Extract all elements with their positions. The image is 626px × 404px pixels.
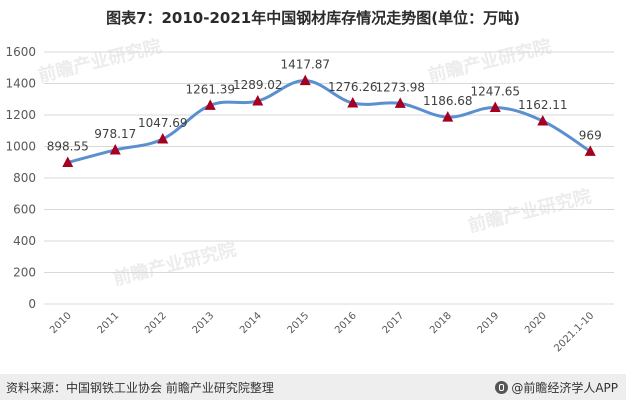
x-tick-label: 2018	[428, 310, 454, 336]
data-label: 898.55	[47, 139, 89, 153]
brand-logo-icon	[495, 381, 509, 394]
data-marker	[109, 143, 121, 155]
x-tick-label: 2011	[96, 310, 122, 336]
brand-text: @前瞻经济学人APP	[511, 381, 618, 395]
y-axis: 0 200 400 600 800 1000 1200 1400 1600	[5, 45, 36, 311]
y-tick-label: 800	[13, 171, 36, 185]
watermark: 前瞻产业研究院	[36, 35, 164, 87]
watermarks: 前瞻产业研究院 前瞻产业研究院 前瞻产业研究院 前瞻产业研究院	[36, 35, 594, 290]
x-tick-label: 2019	[476, 310, 502, 336]
y-tick-label: 1400	[5, 77, 36, 91]
x-tick-label: 2021.1-10	[552, 310, 596, 354]
watermark: 前瞻产业研究院	[111, 238, 239, 290]
data-label: 978.17	[94, 127, 136, 141]
x-tick-label: 2015	[286, 310, 312, 336]
x-tick-label: 2016	[333, 310, 359, 336]
data-marker	[252, 94, 264, 106]
x-tick-label: 2010	[48, 310, 74, 336]
watermark: 前瞻产业研究院	[426, 35, 554, 87]
data-label: 1162.11	[518, 98, 568, 112]
x-tick-label: 2020	[523, 310, 549, 336]
y-tick-label: 1200	[5, 108, 36, 122]
data-marker	[299, 74, 311, 86]
data-marker	[157, 132, 169, 144]
data-label: 969	[579, 128, 602, 142]
x-axis: 2010 2011 2012 2013 2014 2015 2016 2017 2018 2019…	[48, 310, 596, 354]
data-marker	[537, 114, 549, 126]
data-label: 1417.87	[280, 58, 330, 72]
series-line	[66, 79, 592, 164]
source-note: 资料来源：中国钢铁工业协会 前瞻产业研究院整理	[6, 381, 274, 395]
line-chart: 前瞻产业研究院 前瞻产业研究院 前瞻产业研究院 前瞻产业研究院 0 200 400 6…	[5, 35, 614, 354]
data-markers	[62, 74, 596, 167]
y-tick-label: 1000	[5, 140, 36, 154]
data-marker	[62, 156, 74, 167]
data-label: 1247.65	[470, 84, 520, 98]
x-tick-label: 2013	[191, 310, 217, 336]
x-tick-label: 2014	[238, 310, 264, 336]
x-tick-label: 2012	[143, 310, 169, 336]
y-tick-label: 400	[13, 234, 36, 248]
data-marker	[394, 97, 406, 108]
data-marker	[584, 145, 596, 156]
footer-bar: 资料来源：中国钢铁工业协会 前瞻产业研究院整理 @前瞻经济学人APP	[0, 374, 626, 400]
data-marker	[204, 99, 216, 110]
data-marker	[489, 101, 501, 112]
gridlines	[44, 51, 614, 305]
y-tick-label: 200	[13, 266, 36, 280]
data-marker	[442, 111, 454, 122]
x-tick-label: 2017	[381, 310, 407, 336]
y-tick-label: 0	[28, 297, 36, 311]
data-label: 1047.69	[138, 116, 188, 130]
data-label: 1273.98	[375, 80, 425, 94]
data-label: 1276.26	[328, 80, 378, 94]
y-tick-label: 1600	[5, 45, 36, 59]
brand-credit: @前瞻经济学人APP	[495, 379, 618, 396]
chart-title: 图表7：2010-2021年中国钢材库存情况走势图(单位：万吨)	[106, 9, 520, 27]
data-label: 1289.02	[233, 78, 283, 92]
y-tick-label: 600	[13, 203, 36, 217]
data-label: 1261.39	[185, 82, 235, 96]
data-marker	[347, 96, 359, 108]
data-label: 1186.68	[423, 94, 473, 108]
watermark: 前瞻产业研究院	[466, 185, 594, 237]
